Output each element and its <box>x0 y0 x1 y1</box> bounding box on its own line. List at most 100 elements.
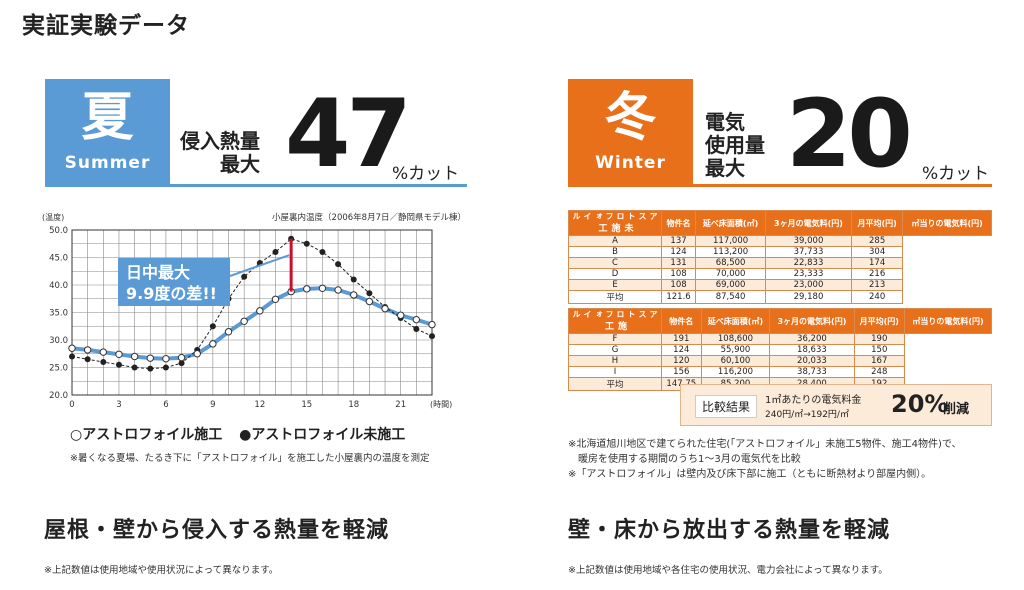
point-applied <box>303 285 311 293</box>
point-applied <box>365 297 374 306</box>
chart-callout: 日中最大 9.9度の差!! <box>118 238 293 306</box>
summer-section-head: 屋根・壁から侵入する熱量を軽減 <box>44 518 390 543</box>
table-cell: D <box>568 268 662 280</box>
table-cell: 240 <box>850 290 904 304</box>
x-tick-label: 15 <box>301 400 312 410</box>
summer-label-line1: 侵入熱量 <box>180 129 260 153</box>
summer-badge: 夏 Summer <box>45 79 170 184</box>
legend-filled-circle-icon: ● <box>239 427 252 443</box>
x-tick-label: 9 <box>210 400 215 410</box>
table-cell: I <box>568 366 662 378</box>
table-cell: C <box>568 257 662 269</box>
table-cell: 191 <box>661 333 702 345</box>
table-cell: 156 <box>661 366 702 378</box>
y-tick-label: 30.0 <box>49 336 68 346</box>
y-tick-label: 50.0 <box>49 226 68 236</box>
callout-line1: 日中最大 <box>126 263 190 282</box>
col-header: 延べ床面積(㎡) <box>695 210 767 236</box>
compare-desc: 1㎡あたりの電気料金 <box>765 395 862 406</box>
point-not-applied <box>241 273 248 280</box>
table-cell: 108 <box>660 268 697 280</box>
table-cell: 120 <box>661 355 702 367</box>
chart-title: 小屋裏内温度（2006年8月7日／静岡県モデル棟） <box>272 212 466 223</box>
compare-detail: 240円/㎡→192円/㎡ <box>765 410 849 420</box>
winter-note-2: 暖房を使用する期間のうち1～3月の電気代を比較 <box>568 454 801 465</box>
point-not-applied <box>131 364 138 371</box>
winter-note: ※上記数値は使用地域や各住宅の使用状況、電力会社によって異なります。 <box>568 565 888 576</box>
point-applied <box>318 284 327 293</box>
table-cell: 37,733 <box>765 246 852 258</box>
compare-suffix: 削減 <box>943 402 970 417</box>
y-tick-label: 25.0 <box>49 364 68 374</box>
table-row: E 108 69,000 23,000 213 <box>568 279 992 291</box>
summer-kanji: 夏 <box>81 88 134 148</box>
summer-number: 47 <box>285 80 412 189</box>
table-cell: 174 <box>850 257 904 269</box>
point-not-applied <box>69 353 75 360</box>
point-not-applied <box>366 290 373 297</box>
point-not-applied <box>209 323 216 330</box>
x-tick-label: 12 <box>254 400 265 410</box>
point-applied <box>256 307 264 315</box>
table-cell: 70,000 <box>695 268 767 280</box>
winter-underline <box>568 184 992 187</box>
point-applied <box>193 350 201 358</box>
point-not-applied <box>350 276 357 283</box>
callout-line2: 9.9度の差!! <box>126 284 217 303</box>
point-not-applied <box>115 361 122 368</box>
summer-underline <box>45 184 467 187</box>
point-not-applied <box>100 359 107 365</box>
winter-note-3: ※「アストロフォイル」は壁内及び床下部に施工（ともに断熱材より部屋内側）。 <box>568 469 932 480</box>
winter-number: 20 <box>786 80 913 189</box>
group2-main-label: 施工 <box>603 321 626 330</box>
point-not-applied <box>413 326 420 332</box>
point-applied <box>146 354 154 362</box>
point-applied <box>271 295 280 304</box>
plot-frame <box>71 229 433 396</box>
table-cell: 167 <box>853 355 906 367</box>
table-row: G 124 55,900 18,633 150 <box>568 344 992 356</box>
y-tick-label: 20.0 <box>49 391 68 401</box>
summer-label-line2: 最大 <box>220 152 260 176</box>
table-cell: 18,633 <box>769 344 855 356</box>
table-cell: 平均 <box>568 290 662 304</box>
legend-item-not-applied: アストロフォイル未施工 <box>251 427 406 443</box>
table-cell: 117,000 <box>695 235 767 247</box>
winter-badge: 冬 Winter <box>568 79 693 184</box>
x-tick-label: 21 <box>395 400 406 410</box>
group2-sub-label: アストロフォイル <box>572 309 658 318</box>
col-header: 3ヶ月の電気料(円) <box>769 308 855 334</box>
point-applied <box>130 352 139 361</box>
legend-item-applied: アストロフォイル施工 <box>82 427 223 443</box>
col-header: 物件名 <box>661 308 702 334</box>
table-cell: 285 <box>850 235 904 247</box>
winter-note-1: ※北海道旭川地区で建てられた住宅(「アストロフォイル」未施工5物件、施工4物件)… <box>568 439 962 450</box>
table-cell: 216 <box>850 268 904 280</box>
summer-note: ※上記数値は使用地域や使用状況によって異なります。 <box>44 565 279 576</box>
winter-unit: %カット <box>922 164 990 184</box>
point-applied <box>428 320 436 329</box>
y-tick-label: 45.0 <box>49 254 68 264</box>
table-cell: 108 <box>660 279 697 291</box>
y-axis-ticks: 20.0 25.0 30.0 35.0 40.0 45.0 50.0 <box>49 226 68 401</box>
table-cell: F <box>568 333 662 345</box>
point-applied <box>162 355 170 363</box>
table-cell: 124 <box>660 246 697 258</box>
x-tick-label: 0 <box>69 400 74 410</box>
x-tick-label: 3 <box>116 400 121 410</box>
table-cell: 137 <box>660 235 697 247</box>
table-cell: 150 <box>853 344 906 356</box>
winter-label: 電気 使用量 最大 <box>705 111 765 180</box>
point-applied <box>412 315 421 324</box>
point-applied <box>396 311 405 319</box>
table-cell: A <box>568 235 662 247</box>
chart-grid <box>71 229 433 396</box>
table-row: H 120 60,100 20,033 167 <box>568 355 992 367</box>
table-cell: 248 <box>853 366 906 378</box>
callout-box <box>118 258 230 306</box>
winter-notes: ※北海道旭川地区で建てられた住宅(「アストロフォイル」未施工5物件、施工4物件)… <box>568 437 962 482</box>
col-header: ㎡当りの電気料(円) <box>904 308 992 334</box>
point-applied <box>350 291 358 299</box>
point-not-applied <box>272 249 279 255</box>
table-cell: 38,733 <box>769 366 855 378</box>
